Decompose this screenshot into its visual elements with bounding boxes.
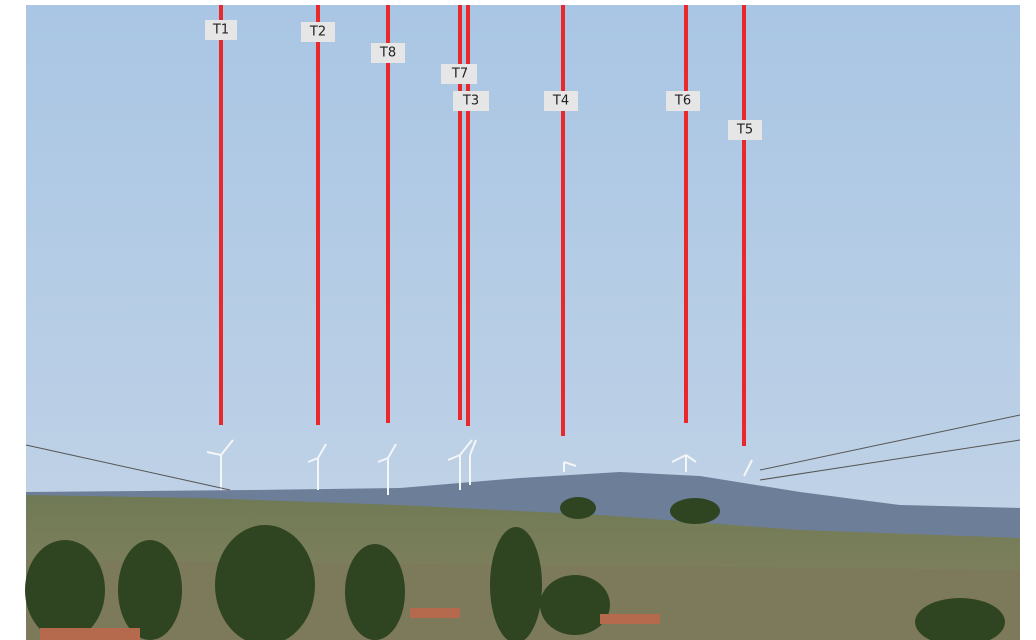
marker-label: T5 — [736, 123, 753, 138]
page: T1 T2 T8 T7 T3 T4 T6 T5 (() => { const d… — [0, 0, 1036, 640]
marker-label: T2 — [309, 25, 326, 40]
marker-label: T8 — [379, 46, 396, 61]
marker-label: T4 — [552, 94, 569, 109]
annotated-photo: T1 T2 T8 T7 T3 T4 T6 T5 — [0, 0, 1036, 640]
marker-label: T6 — [674, 94, 691, 109]
marker-label: T3 — [462, 94, 479, 109]
marker-label: T7 — [451, 67, 468, 82]
marker-label: T1 — [212, 23, 229, 38]
photo — [25, 5, 1020, 640]
